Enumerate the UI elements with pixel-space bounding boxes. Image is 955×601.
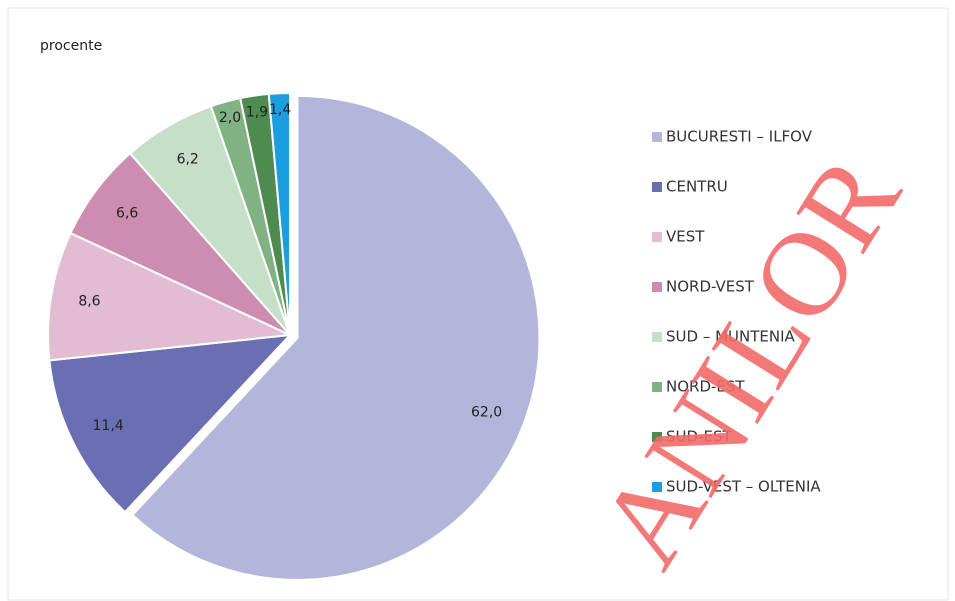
data-label: 1,9 [246, 104, 268, 120]
legend-label: NORD-EST [666, 378, 745, 396]
legend-swatch [652, 132, 662, 142]
data-label: 11,4 [93, 418, 124, 434]
legend-label: CENTRU [666, 178, 728, 196]
legend-label: SUD – MUNTENIA [666, 328, 796, 346]
data-label: 8,6 [78, 294, 100, 310]
legend-swatch [652, 332, 662, 342]
legend-label: SUD-EST [666, 428, 732, 446]
legend-label: VEST [666, 228, 705, 246]
pie-slice [267, 91, 291, 336]
legend-swatch [652, 282, 662, 292]
data-label: 62,0 [471, 404, 502, 420]
data-label: 6,6 [116, 205, 138, 221]
legend-label: SUD-VEST – OLTENIA [666, 478, 821, 496]
legend-swatch [652, 232, 662, 242]
data-label: 1,4 [269, 102, 291, 118]
legend-swatch [652, 432, 662, 442]
data-label: 2,0 [219, 110, 241, 126]
pie-slice [47, 231, 294, 362]
legend-label: NORD-VEST [666, 278, 755, 296]
legend-swatch [652, 482, 662, 492]
legend-label: BUCURESTI – ILFOV [666, 128, 813, 146]
pie-slice [131, 94, 541, 581]
chart-subtitle: procente [40, 38, 102, 54]
legend-swatch [652, 182, 662, 192]
data-label: 6,2 [177, 151, 199, 167]
pie-slice [48, 333, 293, 514]
legend-swatch [652, 382, 662, 392]
